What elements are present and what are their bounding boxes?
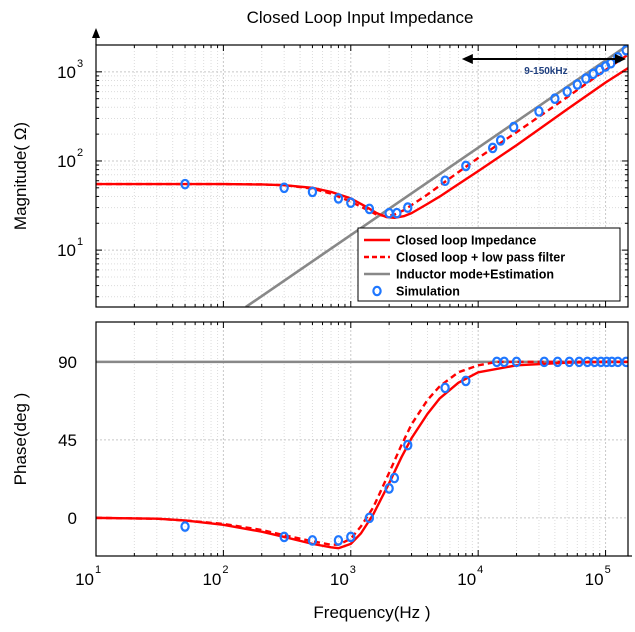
legend-entry: Inductor mode+Estimation — [396, 268, 554, 282]
simulation-marker — [392, 207, 402, 219]
simulation-marker — [562, 86, 572, 97]
simulation-marker — [403, 439, 413, 451]
legend: Closed loop Impedance Closed loop + low p… — [357, 227, 621, 302]
y-tick-exponent: 2 — [77, 147, 83, 159]
simulation-marker — [346, 531, 356, 543]
x-ticks — [95, 45, 607, 307]
simulation-marker — [307, 535, 318, 546]
simulation-marker — [333, 193, 344, 204]
x-axis-title: Frequency(Hz ) — [313, 603, 430, 622]
annotation-arrowhead-right — [615, 54, 626, 64]
y-ticks-mag — [96, 44, 628, 298]
simulation-marker — [552, 356, 563, 368]
y-axis-title-phase: Phase(deg ) — [11, 393, 30, 486]
simulation-marker — [440, 382, 450, 394]
simulation-marker — [495, 135, 506, 146]
simulation-marker — [511, 356, 522, 368]
x-tick-exponent: 5 — [605, 564, 611, 576]
chart-title: Closed Loop Input Impedance — [247, 8, 474, 27]
legend-box — [357, 227, 621, 302]
simulation-marker — [601, 356, 612, 368]
simulation-marker — [440, 175, 450, 187]
simulation-marker — [180, 178, 190, 190]
simulation-marker — [389, 472, 400, 484]
y-axis-arrowhead — [92, 28, 100, 38]
series-line — [96, 360, 628, 546]
simulation-marker — [572, 79, 583, 90]
simulation-marker — [279, 182, 289, 194]
y-tick-label: 10 — [57, 152, 76, 171]
phase-axes-frame — [95, 321, 629, 557]
magnitude-axes-frame — [95, 44, 629, 308]
y-tick-label: 10 — [57, 63, 76, 82]
y-axis-title-magnitude: Magnitude( Ω) — [11, 122, 30, 230]
x-tick-label: 10 — [202, 570, 221, 589]
x-tick-exponent: 3 — [350, 564, 356, 576]
x-ticks — [95, 322, 607, 556]
y-tick-exponent: 1 — [77, 236, 83, 248]
y-tick-label: 90 — [58, 353, 77, 372]
y-tick-label: 10 — [57, 241, 76, 260]
grid-horizontal-phase — [96, 361, 628, 519]
x-tick-label: 10 — [330, 570, 349, 589]
simulation-marker — [508, 121, 519, 133]
simulation-marker — [384, 483, 394, 494]
annotation-arrowhead-left — [461, 54, 473, 64]
grid-vertical — [95, 322, 607, 556]
simulation-marker — [621, 356, 628, 368]
simulation-marker — [346, 197, 356, 209]
annotation-label: 9-150kHz — [524, 66, 567, 77]
legend-marker — [372, 285, 382, 297]
simulation-marker — [364, 512, 375, 524]
x-tick-label: 10 — [585, 570, 604, 589]
x-tick-exponent: 4 — [477, 564, 483, 576]
y-tick-label: 0 — [68, 509, 77, 528]
series-line — [96, 53, 628, 218]
simulation-marker — [279, 531, 289, 543]
simulation-marker — [487, 142, 498, 154]
x-tick-label: 10 — [457, 570, 476, 589]
x-tick-label: 10 — [75, 570, 94, 589]
series-group — [96, 45, 628, 307]
simulation-marker — [364, 203, 375, 215]
simulation-marker — [307, 186, 318, 198]
simulation-marker — [621, 45, 628, 56]
simulation-marker — [461, 375, 471, 387]
series-line — [96, 360, 628, 550]
simulation-marker — [534, 106, 544, 117]
simulation-marker — [333, 535, 344, 546]
simulation-marker — [180, 521, 190, 532]
simulation-marker — [539, 356, 549, 368]
series-line — [96, 67, 628, 220]
simulation-marker — [607, 356, 617, 368]
y-tick-exponent: 3 — [77, 58, 83, 70]
x-tick-exponent: 1 — [95, 564, 101, 576]
simulation-marker — [550, 93, 560, 104]
simulation-marker — [499, 356, 509, 368]
simulation-marker — [461, 160, 471, 172]
simulation-marker — [581, 73, 591, 84]
legend-entry: Closed loop Impedance — [396, 234, 536, 248]
legend-entry: Closed loop + low pass filter — [396, 251, 565, 265]
simulation-marker — [606, 57, 616, 69]
legend-entry: Simulation — [396, 285, 460, 299]
simulation-marker — [596, 356, 606, 368]
plot-area: 10 1 10 2 10 3 10 4 10 510 110 210 304590Magnitude( … — [11, 28, 632, 622]
simulation-marker — [403, 202, 413, 213]
y-tick-label: 45 — [58, 431, 77, 450]
simulation-marker — [564, 356, 575, 368]
series-group — [96, 356, 628, 550]
x-tick-exponent: 2 — [222, 564, 228, 576]
